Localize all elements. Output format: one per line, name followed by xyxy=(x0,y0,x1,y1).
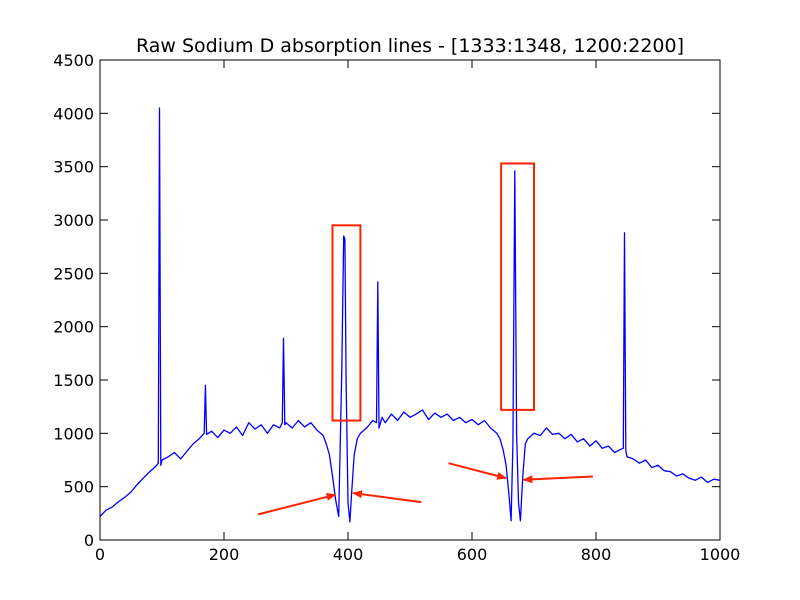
annotation-layer xyxy=(257,162,593,516)
annotation-arrow-4 xyxy=(448,462,508,480)
axes-frame xyxy=(99,59,721,541)
y-tick-label: 1500 xyxy=(53,371,94,390)
x-tick-label: 800 xyxy=(581,545,612,564)
y-tick-label: 4500 xyxy=(53,51,94,70)
highlight-box-1 xyxy=(500,162,536,411)
y-tick-label: 2000 xyxy=(53,318,94,337)
x-tick-label: 1000 xyxy=(700,545,741,564)
series-line-0 xyxy=(99,107,721,523)
annotation-arrow-3 xyxy=(351,490,422,504)
chart-title: Raw Sodium D absorption lines - [1333:13… xyxy=(136,35,684,57)
y-tick-label: 500 xyxy=(63,478,94,497)
highlight-box-0 xyxy=(331,224,362,422)
y-tick-label: 3500 xyxy=(53,158,94,177)
x-tick-label: 400 xyxy=(333,545,364,564)
y-tick-label: 0 xyxy=(84,531,94,550)
plot-area xyxy=(99,107,721,523)
x-tick-label: 0 xyxy=(95,545,105,564)
y-tick-label: 2500 xyxy=(53,264,94,283)
x-tick-label: 600 xyxy=(457,545,488,564)
axes: 0 200 400 600 800 1000 0 500 1000 1500 2000 2500 300… xyxy=(53,51,740,564)
y-tick-label: 1000 xyxy=(53,424,94,443)
y-tick-label: 4000 xyxy=(53,104,94,123)
y-tick-label: 3000 xyxy=(53,211,94,230)
annotation-arrow-5 xyxy=(522,475,593,484)
x-tick-label: 200 xyxy=(209,545,240,564)
annotation-arrow-2 xyxy=(257,493,337,516)
